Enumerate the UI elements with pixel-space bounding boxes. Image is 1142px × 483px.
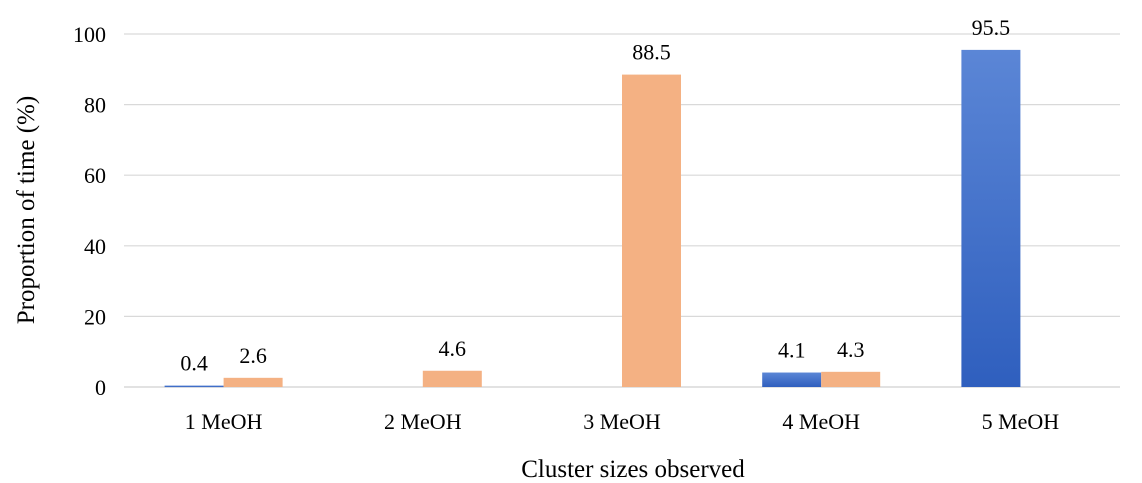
bar-series-1-cat-4 [762,372,822,387]
bar-series-2-cat-1 [223,377,283,387]
y-tick-label: 20 [84,304,106,329]
y-tick-label: 0 [95,375,106,400]
y-tick-label: 100 [73,22,106,47]
data-label: 0.4 [180,351,208,376]
x-category-label: 3 MeOH [583,409,661,434]
bar-series-2-cat-3 [622,74,681,387]
y-axis-ticks: 0 20 40 60 80 100 [73,22,106,400]
bar-series-1-cat-1 [164,385,224,388]
y-tick-label: 80 [84,93,106,118]
y-axis-title: Proportion of time (%) [13,96,40,324]
x-category-label: 5 MeOH [982,409,1060,434]
x-category-label: 2 MeOH [384,409,462,434]
x-category-label: 4 MeOH [782,409,860,434]
data-label: 95.5 [972,15,1011,40]
bar-series-2-cat-4 [821,371,881,387]
x-category-label: 1 MeOH [185,409,263,434]
data-label: 4.1 [778,338,806,363]
y-tick-label: 40 [84,234,106,259]
data-label: 4.3 [837,337,865,362]
data-labels: 0.4 4.1 95.5 2.6 4.6 88.5 4.3 [180,15,1010,376]
data-label: 4.6 [439,336,467,361]
y-tick-label: 60 [84,163,106,188]
x-axis-title: Cluster sizes observed [521,456,745,483]
bar-series-1-cat-5 [961,49,1021,387]
x-axis-categories: 1 MeOH 2 MeOH 3 MeOH 4 MeOH 5 MeOH [185,409,1060,434]
data-label: 88.5 [632,40,671,65]
data-label: 2.6 [239,343,267,368]
bars [164,49,1021,388]
bar-series-2-cat-2 [422,370,482,387]
